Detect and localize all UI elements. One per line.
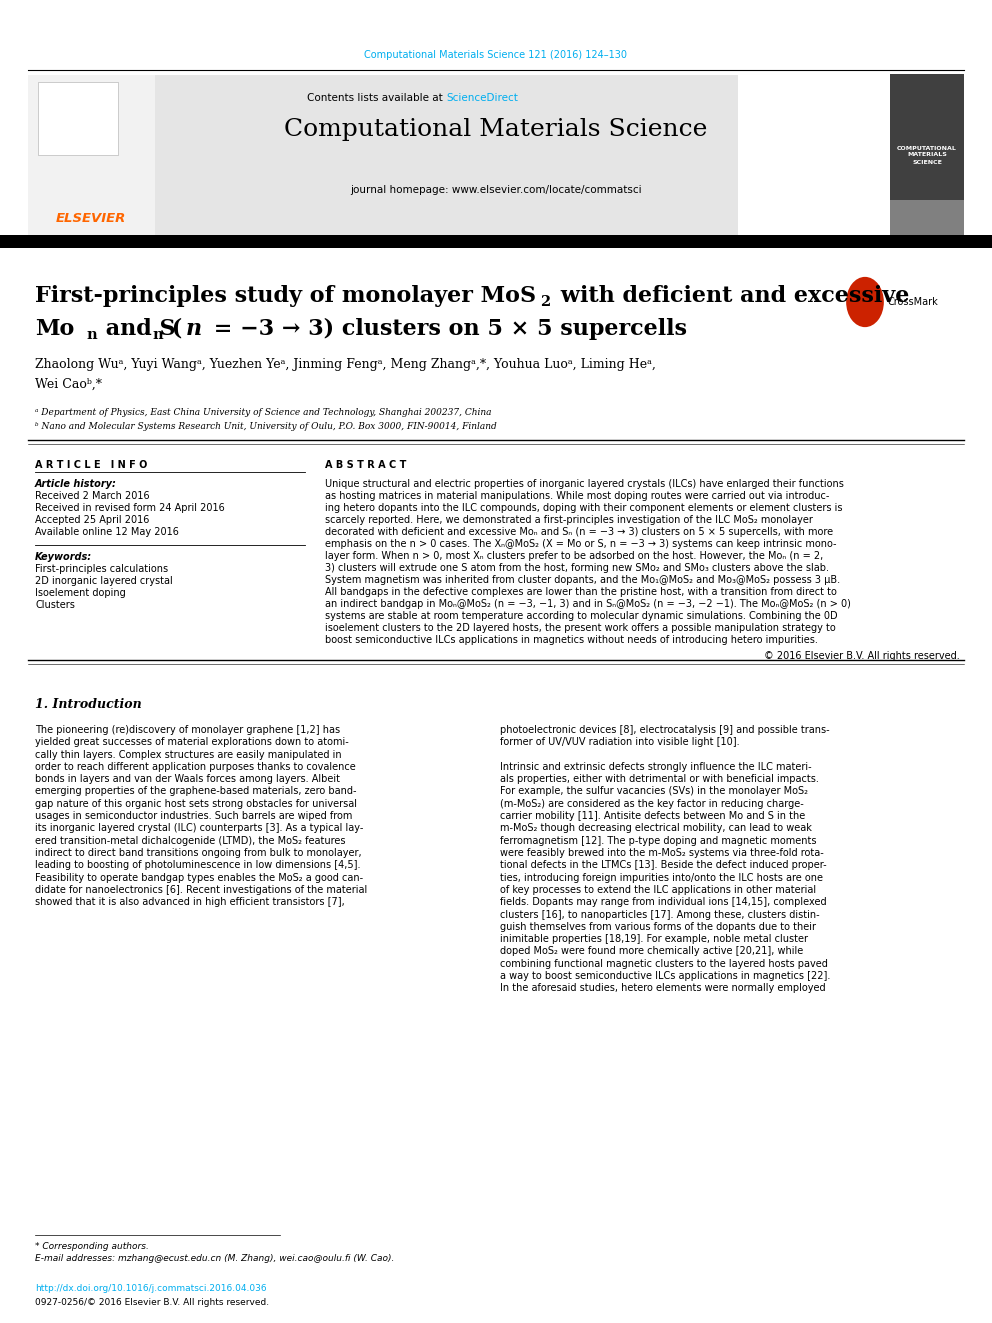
Text: Computational Materials Science: Computational Materials Science bbox=[285, 118, 707, 142]
Text: Received 2 March 2016: Received 2 March 2016 bbox=[35, 491, 150, 501]
Text: n: n bbox=[152, 328, 163, 343]
Text: fields. Dopants may range from individual ions [14,15], complexed: fields. Dopants may range from individua… bbox=[500, 897, 826, 908]
Text: inimitable properties [18,19]. For example, noble metal cluster: inimitable properties [18,19]. For examp… bbox=[500, 934, 808, 945]
Text: All bandgaps in the defective complexes are lower than the pristine host, with a: All bandgaps in the defective complexes … bbox=[325, 587, 837, 597]
Text: its inorganic layered crystal (ILC) counterparts [3]. As a typical lay-: its inorganic layered crystal (ILC) coun… bbox=[35, 823, 363, 833]
Text: ELSEVIER: ELSEVIER bbox=[56, 212, 126, 225]
Text: journal homepage: www.elsevier.com/locate/commatsci: journal homepage: www.elsevier.com/locat… bbox=[350, 185, 642, 194]
Text: clusters [16], to nanoparticles [17]. Among these, clusters distin-: clusters [16], to nanoparticles [17]. Am… bbox=[500, 909, 819, 919]
Bar bbox=[38, 82, 118, 155]
Text: emphasis on the n > 0 cases. The Xₙ@MoS₂ (X = Mo or S, n = −3 → 3) systems can k: emphasis on the n > 0 cases. The Xₙ@MoS₂… bbox=[325, 538, 836, 549]
Text: 2: 2 bbox=[540, 295, 551, 310]
Text: COMPUTATIONAL
MATERIALS
SCIENCE: COMPUTATIONAL MATERIALS SCIENCE bbox=[897, 146, 957, 164]
Text: ferromagnetism [12]. The p-type doping and magnetic moments: ferromagnetism [12]. The p-type doping a… bbox=[500, 836, 816, 845]
Text: A B S T R A C T: A B S T R A C T bbox=[325, 460, 407, 470]
Text: indirect to direct band transitions ongoing from bulk to monolayer,: indirect to direct band transitions ongo… bbox=[35, 848, 362, 859]
Text: doped MoS₂ were found more chemically active [20,21], while: doped MoS₂ were found more chemically ac… bbox=[500, 946, 804, 957]
Text: emerging properties of the graphene-based materials, zero band-: emerging properties of the graphene-base… bbox=[35, 786, 356, 796]
Text: ᵇ Nano and Molecular Systems Research Unit, University of Oulu, P.O. Box 3000, F: ᵇ Nano and Molecular Systems Research Un… bbox=[35, 422, 497, 431]
Text: gap nature of this organic host sets strong obstacles for universal: gap nature of this organic host sets str… bbox=[35, 799, 357, 808]
Bar bbox=[0, 235, 992, 247]
Text: were feasibly brewed into the m-MoS₂ systems via three-fold rota-: were feasibly brewed into the m-MoS₂ sys… bbox=[500, 848, 823, 859]
Text: Clusters: Clusters bbox=[35, 601, 74, 610]
Text: In the aforesaid studies, hetero elements were normally employed: In the aforesaid studies, hetero element… bbox=[500, 983, 825, 994]
Text: CrossMark: CrossMark bbox=[888, 296, 938, 307]
Ellipse shape bbox=[846, 277, 884, 327]
Text: and S: and S bbox=[98, 318, 176, 340]
Text: http://dx.doi.org/10.1016/j.commatsci.2016.04.036: http://dx.doi.org/10.1016/j.commatsci.20… bbox=[35, 1285, 267, 1293]
Text: Unique structural and electric properties of inorganic layered crystals (ILCs) h: Unique structural and electric propertie… bbox=[325, 479, 844, 490]
Bar bbox=[890, 74, 964, 232]
Text: Computational Materials Science 121 (2016) 124–130: Computational Materials Science 121 (201… bbox=[364, 50, 628, 60]
Text: Accepted 25 April 2016: Accepted 25 April 2016 bbox=[35, 515, 150, 525]
Text: n: n bbox=[186, 318, 202, 340]
Bar bbox=[155, 75, 738, 235]
Text: 3) clusters will extrude one S atom from the host, forming new SMo₂ and SMo₃ clu: 3) clusters will extrude one S atom from… bbox=[325, 564, 829, 573]
Text: System magnetism was inherited from cluster dopants, and the Mo₁@MoS₂ and Mo₃@Mo: System magnetism was inherited from clus… bbox=[325, 576, 840, 585]
Bar bbox=[890, 200, 964, 235]
Text: ties, introducing foreign impurities into/onto the ILC hosts are one: ties, introducing foreign impurities int… bbox=[500, 873, 823, 882]
Text: * Corresponding authors.: * Corresponding authors. bbox=[35, 1242, 149, 1252]
Text: als properties, either with detrimental or with beneficial impacts.: als properties, either with detrimental … bbox=[500, 774, 818, 785]
Text: ᵃ Department of Physics, East China University of Science and Technology, Shangh: ᵃ Department of Physics, East China Univ… bbox=[35, 407, 491, 417]
Text: Isoelement doping: Isoelement doping bbox=[35, 587, 126, 598]
Text: order to reach different application purposes thanks to covalence: order to reach different application pur… bbox=[35, 762, 356, 771]
Text: guish themselves from various forms of the dopants due to their: guish themselves from various forms of t… bbox=[500, 922, 816, 931]
Text: usages in semiconductor industries. Such barrels are wiped from: usages in semiconductor industries. Such… bbox=[35, 811, 352, 822]
Text: The pioneering (re)discovery of monolayer graphene [1,2] has: The pioneering (re)discovery of monolaye… bbox=[35, 725, 340, 736]
Text: = −3 → 3) clusters on 5 × 5 supercells: = −3 → 3) clusters on 5 × 5 supercells bbox=[206, 318, 687, 340]
Text: with deficient and excessive: with deficient and excessive bbox=[553, 284, 910, 307]
Text: Intrinsic and extrinsic defects strongly influence the ILC materi-: Intrinsic and extrinsic defects strongly… bbox=[500, 762, 811, 771]
Text: decorated with deficient and excessive Moₙ and Sₙ (n = −3 → 3) clusters on 5 × 5: decorated with deficient and excessive M… bbox=[325, 527, 833, 537]
Text: former of UV/VUV radiation into visible light [10].: former of UV/VUV radiation into visible … bbox=[500, 737, 740, 747]
Text: layer form. When n > 0, most Xₙ clusters prefer to be adsorbed on the host. Howe: layer form. When n > 0, most Xₙ clusters… bbox=[325, 550, 823, 561]
Text: m-MoS₂ though decreasing electrical mobility, can lead to weak: m-MoS₂ though decreasing electrical mobi… bbox=[500, 823, 811, 833]
Text: carrier mobility [11]. Antisite defects between Mo and S in the: carrier mobility [11]. Antisite defects … bbox=[500, 811, 806, 822]
Text: isoelement clusters to the 2D layered hosts, the present work offers a possible : isoelement clusters to the 2D layered ho… bbox=[325, 623, 835, 632]
Text: (: ( bbox=[164, 318, 183, 340]
Text: bonds in layers and van der Waals forces among layers. Albeit: bonds in layers and van der Waals forces… bbox=[35, 774, 340, 785]
Text: E-mail addresses: mzhang@ecust.edu.cn (M. Zhang), wei.cao@oulu.fi (W. Cao).: E-mail addresses: mzhang@ecust.edu.cn (M… bbox=[35, 1254, 395, 1263]
Text: tional defects in the LTMCs [13]. Beside the defect induced proper-: tional defects in the LTMCs [13]. Beside… bbox=[500, 860, 826, 871]
Text: Received in revised form 24 April 2016: Received in revised form 24 April 2016 bbox=[35, 503, 225, 513]
Text: Zhaolong Wuᵃ, Yuyi Wangᵃ, Yuezhen Yeᵃ, Jinming Fengᵃ, Meng Zhangᵃ,*, Youhua Luoᵃ: Zhaolong Wuᵃ, Yuyi Wangᵃ, Yuezhen Yeᵃ, J… bbox=[35, 359, 656, 370]
Text: ing hetero dopants into the ILC compounds, doping with their component elements : ing hetero dopants into the ILC compound… bbox=[325, 503, 842, 513]
Text: 0927-0256/© 2016 Elsevier B.V. All rights reserved.: 0927-0256/© 2016 Elsevier B.V. All right… bbox=[35, 1298, 269, 1307]
Text: For example, the sulfur vacancies (SVs) in the monolayer MoS₂: For example, the sulfur vacancies (SVs) … bbox=[500, 786, 808, 796]
Bar bbox=[28, 75, 155, 235]
Text: 2D inorganic layered crystal: 2D inorganic layered crystal bbox=[35, 576, 173, 586]
Text: a way to boost semiconductive ILCs applications in magnetics [22].: a way to boost semiconductive ILCs appli… bbox=[500, 971, 830, 980]
Text: systems are stable at room temperature according to molecular dynamic simulation: systems are stable at room temperature a… bbox=[325, 611, 837, 620]
Text: Wei Caoᵇ,*: Wei Caoᵇ,* bbox=[35, 378, 102, 392]
Text: cally thin layers. Complex structures are easily manipulated in: cally thin layers. Complex structures ar… bbox=[35, 750, 341, 759]
Text: A R T I C L E   I N F O: A R T I C L E I N F O bbox=[35, 460, 148, 470]
Text: showed that it is also advanced in high efficient transistors [7],: showed that it is also advanced in high … bbox=[35, 897, 345, 908]
Text: Keywords:: Keywords: bbox=[35, 552, 92, 562]
Text: 1. Introduction: 1. Introduction bbox=[35, 699, 142, 710]
Text: photoelectronic devices [8], electrocatalysis [9] and possible trans-: photoelectronic devices [8], electrocata… bbox=[500, 725, 829, 736]
Text: Mo: Mo bbox=[35, 318, 74, 340]
Text: yielded great successes of material explorations down to atomi-: yielded great successes of material expl… bbox=[35, 737, 349, 747]
Text: an indirect bandgap in Moₙ@MoS₂ (n = −3, −1, 3) and in Sₙ@MoS₂ (n = −3, −2 −1). : an indirect bandgap in Moₙ@MoS₂ (n = −3,… bbox=[325, 599, 851, 609]
Text: combining functional magnetic clusters to the layered hosts paved: combining functional magnetic clusters t… bbox=[500, 959, 828, 968]
Text: First-principles calculations: First-principles calculations bbox=[35, 564, 168, 574]
Text: leading to boosting of photoluminescence in low dimensions [4,5].: leading to boosting of photoluminescence… bbox=[35, 860, 360, 871]
Text: ScienceDirect: ScienceDirect bbox=[446, 93, 518, 103]
Text: of key processes to extend the ILC applications in other material: of key processes to extend the ILC appli… bbox=[500, 885, 816, 894]
Text: Feasibility to operate bandgap types enables the MoS₂ a good can-: Feasibility to operate bandgap types ena… bbox=[35, 873, 363, 882]
Text: (m-MoS₂) are considered as the key factor in reducing charge-: (m-MoS₂) are considered as the key facto… bbox=[500, 799, 804, 808]
Text: n: n bbox=[86, 328, 96, 343]
Text: as hosting matrices in material manipulations. While most doping routes were car: as hosting matrices in material manipula… bbox=[325, 491, 829, 501]
Text: boost semiconductive ILCs applications in magnetics without needs of introducing: boost semiconductive ILCs applications i… bbox=[325, 635, 817, 646]
Text: © 2016 Elsevier B.V. All rights reserved.: © 2016 Elsevier B.V. All rights reserved… bbox=[764, 651, 960, 662]
Text: Article history:: Article history: bbox=[35, 479, 117, 490]
Text: scarcely reported. Here, we demonstrated a first-principles investigation of the: scarcely reported. Here, we demonstrated… bbox=[325, 515, 812, 525]
Text: didate for nanoelectronics [6]. Recent investigations of the material: didate for nanoelectronics [6]. Recent i… bbox=[35, 885, 367, 894]
Text: ered transition-metal dichalcogenide (LTMD), the MoS₂ features: ered transition-metal dichalcogenide (LT… bbox=[35, 836, 345, 845]
Text: First-principles study of monolayer MoS: First-principles study of monolayer MoS bbox=[35, 284, 536, 307]
Text: Available online 12 May 2016: Available online 12 May 2016 bbox=[35, 527, 179, 537]
Text: Contents lists available at: Contents lists available at bbox=[307, 93, 446, 103]
